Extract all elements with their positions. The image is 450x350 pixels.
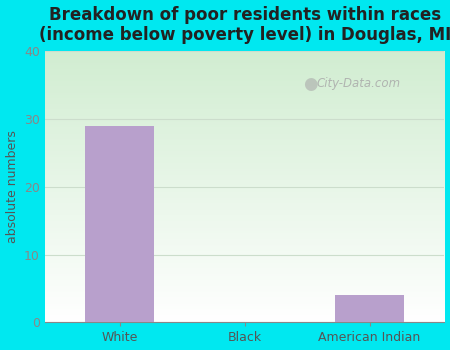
Bar	[86, 126, 154, 322]
Text: ●: ●	[302, 75, 317, 93]
Title: Breakdown of poor residents within races
(income below poverty level) in Douglas: Breakdown of poor residents within races…	[39, 6, 450, 44]
Bar	[335, 295, 404, 322]
Text: City-Data.com: City-Data.com	[316, 77, 400, 91]
Y-axis label: absolute numbers: absolute numbers	[5, 131, 18, 243]
